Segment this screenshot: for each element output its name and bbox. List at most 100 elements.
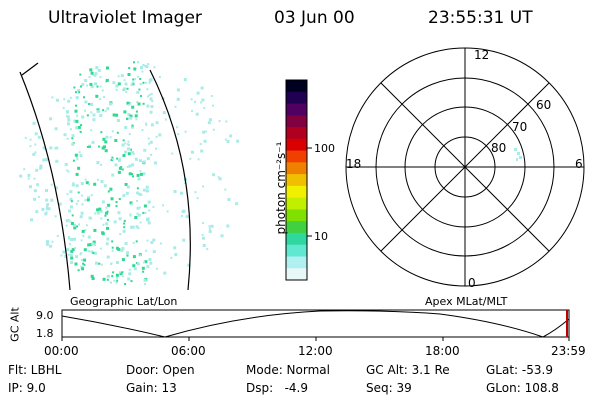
aurora-pixel: [36, 183, 40, 187]
altitude-ylabel: GC Alt: [8, 307, 22, 342]
aurora-pixel: [33, 177, 36, 180]
aurora-pixel: [86, 114, 89, 117]
aurora-pixel: [127, 277, 131, 281]
aurora-pixel: [75, 104, 78, 107]
aurora-pixel: [33, 189, 37, 193]
aurora-pixel: [148, 93, 151, 96]
aurora-pixel: [136, 206, 140, 210]
aurora-pixel: [54, 127, 58, 131]
aurora-pixel: [139, 172, 143, 176]
aurora-pixel: [141, 266, 145, 270]
aurora-pixel: [99, 85, 102, 88]
aurora-pixel: [49, 146, 53, 150]
aurora-pixel: [62, 250, 66, 254]
aurora-pixel: [126, 185, 130, 189]
aurora-pixel: [39, 164, 43, 168]
aurora-pixel: [196, 91, 200, 95]
aurora-pixel: [79, 73, 82, 76]
aurora-pixel: [90, 85, 94, 89]
footer-dsp: Dsp: -4.9: [246, 381, 309, 395]
aurora-pixel: [116, 261, 119, 264]
altitude-xtick-0: 00:00: [44, 344, 79, 358]
aurora-pixel: [75, 96, 79, 100]
aurora-pixel: [50, 183, 53, 186]
aurora-pixel: [207, 121, 211, 125]
aurora-pixel: [127, 103, 130, 106]
date-label: 03 Jun 00: [274, 8, 355, 28]
aurora-pixel: [113, 279, 116, 282]
colorbar-segment: [286, 244, 307, 257]
aurora-pixel: [130, 148, 132, 151]
aurora-pixel: [75, 126, 79, 130]
aurora-pixel: [83, 263, 86, 266]
aurora-pixel: [125, 90, 128, 93]
aurora-pixel: [87, 243, 91, 247]
aurora-pixel: [139, 159, 142, 163]
lat-label-80: 80: [491, 141, 507, 155]
aurora-pixel: [123, 87, 127, 91]
aurora-pixel: [94, 244, 96, 247]
aurora-pixel: [32, 121, 36, 125]
aurora-pixel: [112, 81, 116, 85]
colorbar-segment: [286, 138, 307, 152]
altitude-curve: [61, 310, 570, 338]
aurora-pixel: [124, 150, 128, 154]
aurora-pixel: [95, 94, 99, 98]
aurora-pixel: [138, 206, 141, 209]
aurora-pixel: [144, 64, 146, 67]
polar-plot-label: Apex MLat/MLT: [425, 295, 508, 308]
aurora-pixel: [77, 200, 80, 202]
aurora-pixel: [106, 255, 110, 259]
aurora-pixel: [105, 206, 108, 209]
aurora-pixel: [117, 211, 121, 215]
aurora-pixel: [148, 81, 151, 84]
aurora-pixel: [54, 215, 57, 218]
aurora-pixel: [153, 66, 156, 69]
aurora-pixel: [114, 163, 118, 167]
aurora-pixel: [73, 226, 77, 230]
aurora-pixel: [123, 110, 127, 114]
aurora-pixel: [96, 161, 100, 164]
aurora-pixel: [166, 210, 169, 213]
aurora-pixel: [121, 247, 125, 250]
aurora-pixel: [148, 78, 152, 82]
aurora-pixel: [69, 205, 73, 209]
aurora-pixel: [96, 108, 100, 112]
aurora-pixel: [201, 98, 205, 102]
aurora-pixel: [137, 227, 140, 230]
aurora-pixel: [101, 200, 105, 204]
aurora-pixel: [83, 258, 87, 262]
aurora-pixel: [139, 170, 142, 173]
aurora-pixel: [80, 259, 83, 261]
aurora-pixel: [111, 275, 114, 278]
time-label: 23:55:31 UT: [428, 8, 533, 28]
aurora-pixel: [63, 98, 66, 101]
aurora-pixel: [191, 150, 194, 154]
colorbar-segment: [286, 162, 307, 175]
aurora-pixel: [143, 148, 147, 152]
colorbar-tick-100: 100: [314, 142, 335, 155]
aurora-pixel: [80, 194, 83, 197]
aurora-pixel: [74, 109, 78, 113]
aurora-pixel: [94, 212, 97, 215]
aurora-pixel: [224, 188, 227, 191]
aurora-pixel: [72, 182, 75, 185]
aurora-pixel: [145, 123, 148, 126]
aurora-pixel: [29, 145, 32, 148]
aurora-pixel: [141, 70, 144, 73]
aurora-pixel: [88, 76, 91, 79]
aurora-pixel: [85, 181, 89, 185]
aurora-pixel: [56, 98, 59, 102]
aurora-pixel: [88, 145, 91, 148]
aurora-pixel: [81, 203, 84, 206]
colorbar-label: photon cm⁻²s⁻¹: [274, 141, 288, 235]
aurora-pixel: [180, 191, 184, 195]
aurora-pixel: [145, 249, 148, 252]
aurora-pixel: [29, 138, 32, 141]
aurora-pixel: [142, 102, 145, 105]
aurora-pixel: [94, 72, 98, 76]
aurora-pixel: [144, 81, 147, 84]
aurora-pixel: [77, 166, 81, 170]
aurora-pixel: [73, 223, 77, 227]
aurora-pixel: [49, 244, 53, 248]
